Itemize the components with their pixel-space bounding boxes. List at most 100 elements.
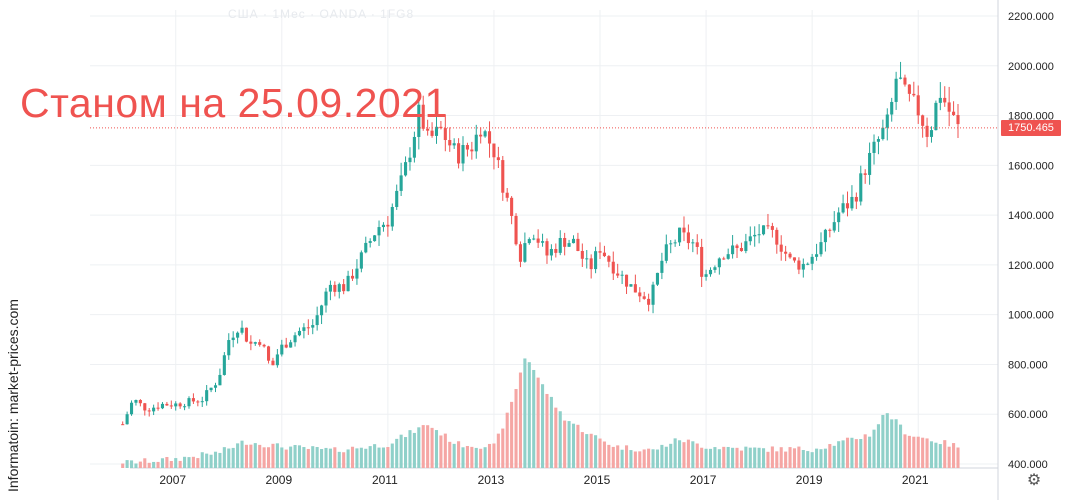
candle-body	[766, 225, 770, 227]
volume-bar	[766, 451, 770, 468]
candle-body	[907, 84, 911, 94]
volume-bar	[647, 448, 651, 468]
volume-bar	[196, 458, 200, 468]
volume-bar	[545, 393, 549, 468]
volume-bar	[178, 460, 182, 468]
volume-bar	[381, 447, 385, 468]
candle-body	[943, 97, 947, 103]
volume-bar	[518, 372, 523, 468]
volume-bar	[735, 447, 739, 468]
volume-bar	[138, 461, 142, 468]
volume-bar	[143, 458, 147, 468]
candle-body	[726, 254, 730, 259]
volume-bar	[421, 425, 425, 468]
gear-icon[interactable]: ⚙	[1026, 472, 1042, 489]
candle-body	[439, 126, 443, 129]
volume-bar	[470, 446, 474, 468]
volume-bar	[218, 452, 222, 468]
candle-body	[143, 403, 147, 411]
candle-body	[443, 128, 447, 141]
volume-bar	[191, 456, 195, 468]
y-tick-label: 1200.000	[1008, 260, 1054, 272]
volume-bar	[682, 442, 686, 468]
volume-bar	[222, 447, 226, 468]
candle-body	[359, 252, 363, 269]
volume-bar	[253, 443, 257, 468]
volume-bar	[536, 377, 540, 468]
volume-bar	[717, 449, 721, 468]
candle-body	[483, 131, 487, 137]
x-tick-label: 2007	[159, 473, 186, 487]
candle-body	[328, 284, 332, 292]
volume-bar	[775, 451, 779, 468]
x-tick-label: 2019	[796, 473, 823, 487]
volume-bar	[426, 425, 430, 468]
volume-bar	[863, 434, 867, 468]
candle-body	[881, 127, 885, 140]
x-tick-label: 2017	[690, 473, 717, 487]
volume-bar	[881, 414, 885, 468]
volume-bar	[483, 447, 487, 468]
y-tick-label: 1600.000	[1008, 160, 1054, 172]
candle-body	[209, 387, 213, 391]
candle-body	[938, 97, 942, 103]
volume-bar	[810, 452, 814, 468]
candle-body	[554, 248, 558, 253]
candle-body	[386, 224, 390, 227]
candle-body	[297, 330, 302, 336]
candle-body	[417, 104, 421, 137]
candle-body	[342, 284, 346, 292]
candle-body	[138, 400, 142, 404]
candle-body	[306, 327, 310, 329]
volume-bar	[744, 446, 748, 468]
x-tick-label: 2011	[372, 473, 398, 487]
volume-bar	[823, 448, 827, 468]
candle-body	[222, 355, 226, 375]
volume-bar	[160, 458, 165, 468]
candle-body	[474, 134, 478, 152]
candle-body	[704, 274, 708, 277]
candle-body	[695, 242, 699, 247]
volume-bar	[695, 443, 699, 468]
volume-bar	[571, 423, 576, 468]
volume-bar	[678, 440, 682, 468]
volume-bar	[673, 438, 677, 468]
volume-bar	[169, 460, 173, 468]
volume-bar	[757, 447, 761, 468]
volume-bar	[943, 440, 947, 468]
volume-bar	[691, 441, 695, 468]
candle-body	[324, 291, 328, 306]
volume-bar	[845, 437, 850, 468]
volume-bar	[350, 446, 355, 468]
candle-body	[355, 268, 359, 279]
volume-bar	[549, 396, 553, 468]
volume-bar	[859, 439, 863, 468]
volume-bar	[784, 451, 788, 468]
volume-bar	[448, 441, 452, 468]
candle-body	[642, 296, 646, 299]
candle-body	[748, 236, 752, 242]
volume-bar	[558, 411, 562, 468]
y-tick-label: 1000.000	[1008, 310, 1054, 322]
candle-body	[616, 273, 620, 276]
candle-body	[147, 410, 151, 412]
volume-bar	[205, 453, 209, 468]
candle-body	[863, 173, 867, 175]
candle-body	[784, 251, 788, 254]
candle-body	[152, 407, 156, 412]
volume-bar	[761, 448, 766, 468]
volume-bar	[315, 447, 319, 468]
volume-bar	[633, 451, 637, 468]
candle-body	[859, 173, 863, 202]
candle-body	[669, 243, 673, 245]
volume-bar	[602, 441, 606, 468]
candle-body	[169, 405, 173, 407]
volume-bar	[841, 440, 845, 468]
volume-bar	[854, 439, 858, 468]
candle-body	[284, 344, 288, 348]
volume-bar	[527, 362, 531, 468]
candle-body	[868, 152, 872, 175]
candle-body	[532, 238, 536, 240]
candle-body	[227, 340, 231, 356]
candle-body	[828, 229, 832, 231]
